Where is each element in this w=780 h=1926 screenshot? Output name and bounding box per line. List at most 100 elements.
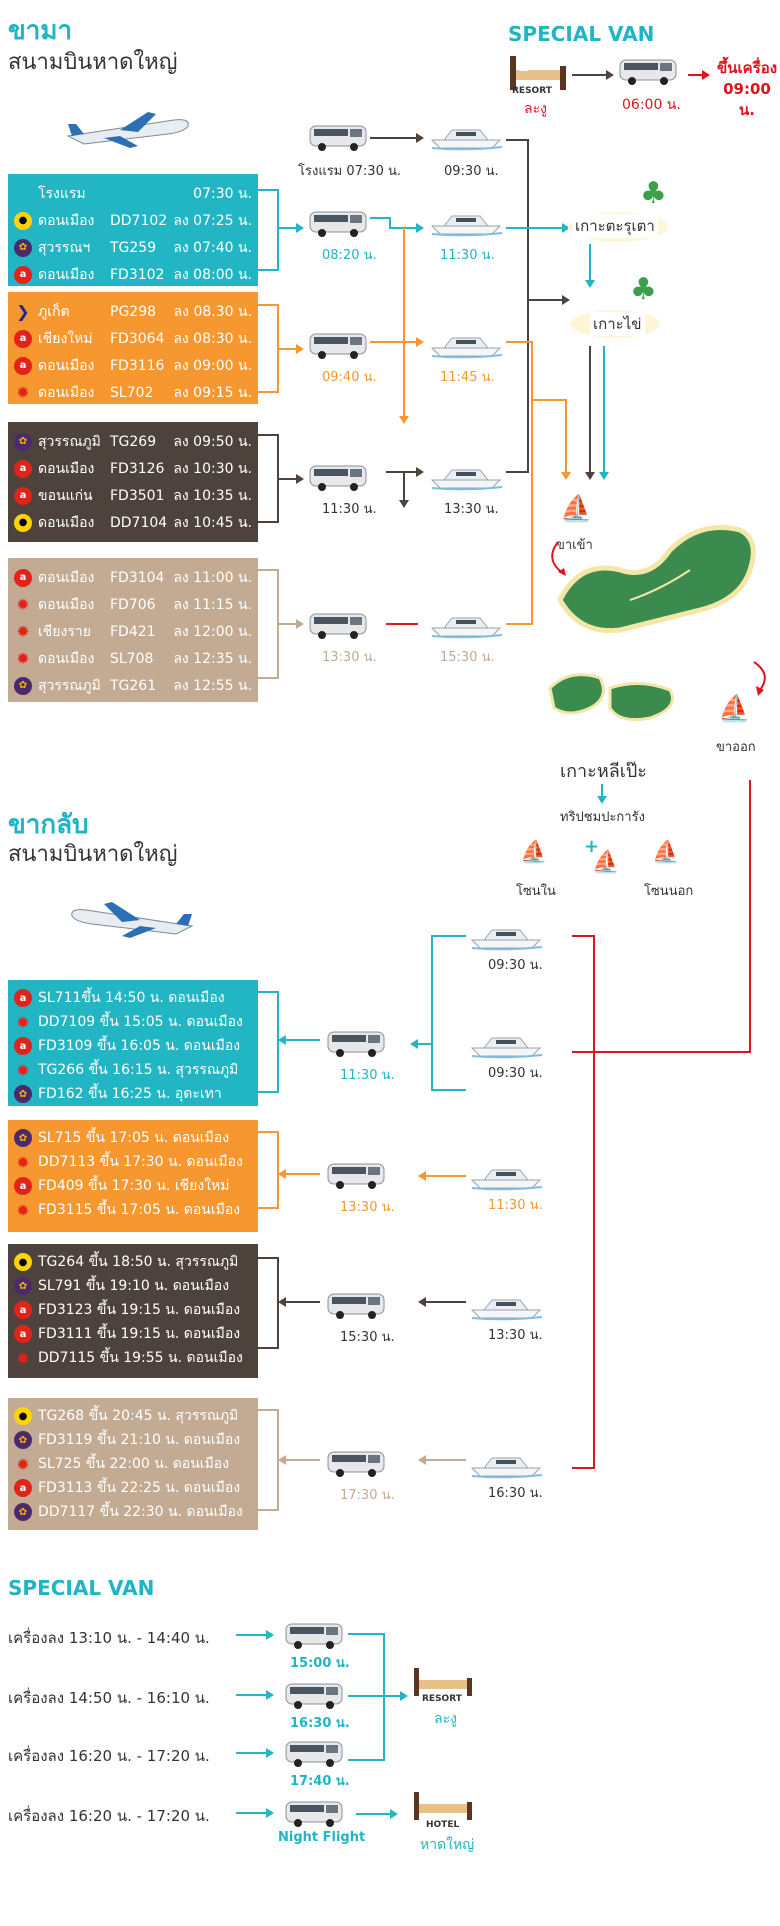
resort-name: ละงู: [524, 101, 547, 117]
lion-airline-icon: ✹: [16, 1454, 30, 1474]
tg-airline-icon: ✿: [14, 432, 32, 451]
palm-icon: ♣: [640, 176, 667, 211]
departure-info: DD7109 ขึ้น 15:05 น. ดอนเมือง: [38, 1014, 243, 1030]
speedboat-icon: [471, 1457, 543, 1479]
landing-range: เครื่องลง 14:50 น. - 16:10 น.: [8, 1689, 210, 1707]
outbound-group-4: a ดอนเมือง FD3104 ลง 11:00 น. ✹ ดอนเมือง FD706…: [8, 558, 258, 702]
origin: เชียงใหม่: [38, 330, 93, 347]
origin: โรงแรม: [38, 185, 86, 202]
bed-icon: [414, 1792, 472, 1820]
van-time: 08:20 น.: [322, 248, 377, 263]
arrow-icon: [236, 1690, 274, 1700]
flight-row: โรงแรม 07:30 น.: [14, 180, 252, 207]
landing-time: ลง 09:15 น.: [173, 384, 252, 401]
longtail-boat-icon: ⛵: [718, 694, 751, 724]
boat-time: 15:30 น.: [440, 650, 495, 665]
van-time: 17:40 น.: [290, 1774, 350, 1789]
boat-time: 11:30 น.: [488, 1198, 543, 1213]
flight-row: ✿ FD3119 ขึ้น 21:10 น. ดอนเมือง: [14, 1428, 252, 1452]
landing-time: ลง 09:00 น.: [173, 357, 252, 374]
curve-arrow-icon: [753, 661, 766, 696]
van-time: 17:30 น.: [340, 1488, 395, 1503]
flight-number: FD3064: [110, 330, 165, 347]
flight-row: a FD3123 ขึ้น 19:15 น. ดอนเมือง: [14, 1298, 252, 1322]
aa-airline-icon: a: [14, 1177, 32, 1195]
departure-info: FD162 ขึ้น 16:25 น. อุดะเทา: [38, 1086, 222, 1102]
flight-number: FD3104: [110, 569, 165, 586]
aa-airline-icon: a: [14, 459, 32, 478]
zone-out-label: โซนนอก: [644, 884, 694, 899]
bed-icon: [414, 1668, 472, 1696]
van-time: 13:30 น.: [340, 1200, 395, 1215]
flight-row: ✹ ดอนเมือง SL708 ลง 12:35 น.: [14, 645, 252, 672]
origin: ดอนเมือง: [38, 384, 95, 401]
boat-time: 11:30 น.: [440, 248, 495, 263]
flight-number: FD3116: [110, 357, 165, 374]
flight-row: ✹ เชียงราย FD421 ลง 12:00 น.: [14, 618, 252, 645]
departure-info: SL791 ขึ้น 19:10 น. ดอนเมือง: [38, 1278, 230, 1294]
landing-range: เครื่องลง 16:20 น. - 17:20 น.: [8, 1807, 210, 1825]
inbound-subtitle: สนามบินหาดใหญ่: [8, 842, 178, 867]
flight-row: ✹ DD7115 ขึ้น 19:55 น. ดอนเมือง: [14, 1346, 252, 1370]
origin: สุวรรณภูมิ: [38, 677, 101, 694]
lion-airline-icon: ✹: [16, 622, 30, 641]
flight-row: ● ดอนเมือง DD7104 ลง 10:45 น.: [14, 509, 252, 536]
speedboat-icon: [431, 215, 503, 237]
speedboat-icon: [431, 129, 503, 151]
inbound-title: ขากลับ: [8, 810, 89, 840]
tg-airline-icon: ✿: [14, 1431, 32, 1449]
landing-range: เครื่องลง 16:20 น. - 17:20 น.: [8, 1747, 210, 1765]
flight-number: FD3501: [110, 487, 165, 504]
outbound-group-2: ❯ ภูเก็ต PG298 ลง 08.30 น. a เชียงใหม่ FD3064 ล…: [8, 292, 258, 404]
lion-airline-icon: ✹: [16, 649, 30, 668]
aa-airline-icon: a: [14, 1037, 32, 1055]
outbound-title: ขามา: [8, 16, 73, 46]
tg-airline-icon: ✿: [14, 1277, 32, 1295]
flight-row: ✿ DD7117 ขึ้น 22:30 น. ดอนเมือง: [14, 1500, 252, 1524]
aa-airline-icon: a: [14, 989, 32, 1007]
hotel-name: หาดใหญ่: [420, 1837, 475, 1853]
van-time: 15:30 น.: [340, 1330, 395, 1345]
outbound-subtitle: สนามบินหาดใหญ่: [8, 50, 178, 75]
landing-time: ลง 07:40 น.: [173, 239, 252, 256]
inbound-group-1: a SL711ขึ้น 14:50 น. ดอนเมือง ✹ DD7109 ขึ้น…: [8, 980, 258, 1106]
origin: ดอนเมือง: [38, 357, 95, 374]
van-icon: [327, 1031, 385, 1058]
flight-row: a ดอนเมือง FD3116 ลง 09:00 น.: [14, 352, 252, 379]
landing-time: ลง 12:00 น.: [173, 623, 252, 640]
flight-row: ✹ DD7109 ขึ้น 15:05 น. ดอนเมือง: [14, 1010, 252, 1034]
landing-time: 07:30 น.: [193, 185, 252, 202]
speedboat-icon: [471, 1169, 543, 1191]
departure-info: SL715 ขึ้น 17:05 น. ดอนเมือง: [38, 1130, 230, 1146]
van-time: 11:30 น.: [340, 1068, 395, 1083]
lion-airline-icon: ✹: [16, 1152, 30, 1172]
van-time: 16:30 น.: [290, 1716, 350, 1731]
arrow-icon: [236, 1630, 274, 1640]
speedboat-icon: [431, 469, 503, 491]
flight-number: FD706: [110, 596, 156, 613]
speedboat-icon: [471, 929, 543, 951]
departure-info: SL725 ขึ้น 22:00 น. ดอนเมือง: [38, 1456, 230, 1472]
landing-time: ลง 10:30 น.: [173, 460, 252, 477]
lion-airline-icon: ✹: [16, 1012, 30, 1032]
flight-number: PG298: [110, 303, 157, 320]
van-time: 13:30 น.: [322, 650, 377, 665]
arrow-icon: [572, 70, 614, 80]
flight-row: a ดอนเมือง FD3104 ลง 11:00 น.: [14, 564, 252, 591]
flight-row: ✹ ดอนเมือง FD706 ลง 11:15 น.: [14, 591, 252, 618]
van-time: 15:00 น.: [290, 1656, 350, 1671]
landing-time: ลง 08:00 น.: [173, 266, 252, 283]
flight-row: ● TG264 ขึ้น 18:50 น. สุวรรณภูมิ: [14, 1250, 252, 1274]
flight-number: FD3102: [110, 266, 165, 283]
airplane-icon: [66, 112, 189, 148]
tg-airline-icon: ✿: [14, 1129, 32, 1147]
tg-airline-icon: ✿: [14, 238, 32, 257]
bed-icon: [510, 56, 566, 90]
flight-row: ✹ TG266 ขึ้น 16:15 น. สุวรรณภูมิ: [14, 1058, 252, 1082]
flight-row: a ดอนเมือง FD3126 ลง 10:30 น.: [14, 455, 252, 482]
flight-row: a ดอนเมือง FD3102 ลง 08:00 น.: [14, 261, 252, 288]
flight-row: a FD409 ขึ้น 17:30 น. เชียงใหม่: [14, 1174, 252, 1198]
van-time: 11:30 น.: [322, 502, 377, 517]
arrow-down-icon: [597, 784, 607, 804]
flight-number: TG269: [110, 433, 157, 450]
